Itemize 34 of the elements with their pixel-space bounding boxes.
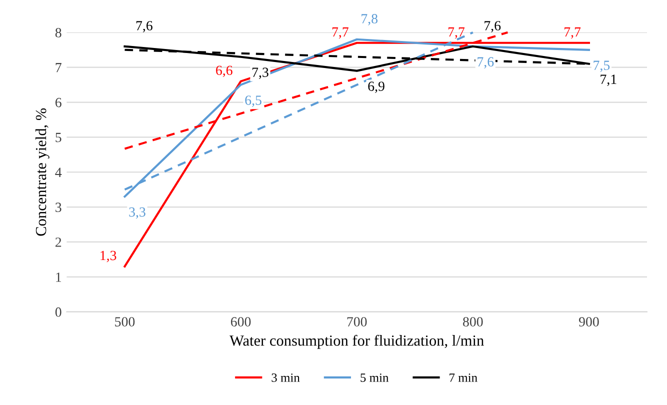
- data-label: 6,5: [245, 96, 262, 107]
- legend-label: 3 min: [272, 373, 300, 382]
- data-label: 7,7: [564, 27, 581, 39]
- y-tick-label: 8: [55, 28, 62, 38]
- y-axis-title: Concentrate yield, %: [35, 108, 50, 236]
- data-label: 1,3: [100, 250, 116, 262]
- x-tick-label: 800: [463, 317, 483, 326]
- data-label: 7,6: [136, 21, 152, 32]
- x-tick-label: 500: [115, 317, 135, 326]
- data-label: 7,5: [594, 60, 610, 72]
- data-label: 6,9: [368, 82, 384, 93]
- y-tick-label: 3: [56, 202, 62, 212]
- data-label: 7,7: [332, 27, 348, 39]
- x-axis-title: Water consumption for fluidization, l/min: [230, 334, 484, 349]
- data-label: 7,6: [484, 21, 501, 32]
- y-tick-label: 0: [55, 307, 62, 317]
- x-tick-label: 900: [578, 317, 599, 326]
- x-tick-label: 600: [230, 317, 251, 326]
- y-tick-label: 5: [56, 132, 62, 142]
- x-tick-label: 700: [347, 317, 367, 326]
- legend-label: 5 min: [360, 373, 389, 382]
- data-label: 7,6: [478, 57, 494, 69]
- y-tick-label: 6: [55, 98, 62, 108]
- data-label: 7,7: [448, 27, 465, 39]
- y-tick-label: 7: [56, 63, 62, 72]
- data-label: 7,3: [252, 68, 268, 79]
- legend-label: 7 min: [450, 373, 478, 382]
- data-label: 7,1: [600, 74, 616, 86]
- y-tick-label: 2: [56, 238, 62, 247]
- data-label: 6,6: [216, 66, 232, 78]
- y-tick-label: 4: [55, 168, 62, 177]
- y-tick-label: 1: [56, 272, 62, 282]
- data-label: 7,8: [362, 14, 378, 26]
- data-label: 3,3: [129, 207, 146, 219]
